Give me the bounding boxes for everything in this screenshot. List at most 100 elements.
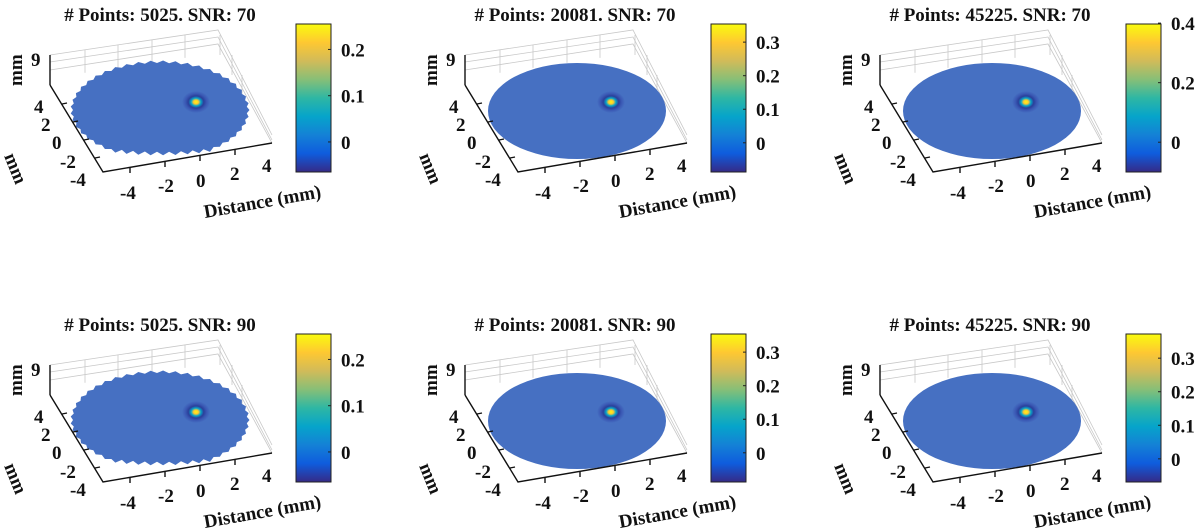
z-tick-label: 9: [446, 50, 456, 71]
grid-line: [464, 36, 688, 141]
grid-lines: [464, 29, 688, 144]
grid-line: [464, 353, 688, 454]
y-axis-label: mm: [415, 150, 446, 187]
y-tick-label: 2: [871, 115, 881, 136]
x-tick-label: -2: [988, 176, 1004, 197]
axis-line: [879, 84, 1103, 173]
colorbar-tick-label: 0.2: [756, 67, 780, 88]
axis-line: [464, 394, 688, 483]
y-tick-label: 2: [456, 425, 466, 446]
surface: [488, 373, 666, 469]
axes: [464, 55, 688, 173]
y-tick-label: 0: [882, 443, 892, 464]
tick: [83, 138, 90, 141]
surface: [903, 63, 1081, 159]
tick: [487, 430, 494, 433]
y-tick-label: -2: [60, 152, 76, 173]
colorbar: [1125, 23, 1162, 173]
grid-line: [49, 346, 273, 451]
z-axis-label: mm: [421, 54, 442, 86]
x-tick-label: 2: [230, 474, 240, 495]
x-axis-label: Distance (mm): [1032, 182, 1153, 220]
peak: [597, 91, 625, 113]
y-axis-label: mm: [830, 460, 861, 497]
axes: [464, 365, 688, 483]
tick: [913, 448, 920, 451]
surface: [70, 370, 250, 466]
z-tick-label: 9: [31, 360, 41, 381]
grid-line: [879, 346, 1103, 451]
colorbar-tick-label: 0.2: [1171, 74, 1195, 95]
x-tick-label: -2: [988, 486, 1004, 507]
peak: [182, 91, 210, 113]
x-tick-label: -4: [120, 183, 136, 204]
peak: [597, 401, 625, 423]
y-tick-label: -2: [60, 462, 76, 483]
grid-line: [464, 29, 688, 136]
x-axis-label: Distance (mm): [202, 492, 323, 530]
tick: [902, 120, 909, 123]
colorbar: [710, 333, 747, 483]
colorbar-tick-label: 0.2: [756, 377, 780, 398]
grid-lines: [464, 339, 688, 454]
z-axis-label: mm: [836, 364, 857, 396]
axes: [49, 365, 273, 483]
x-tick-label: 4: [677, 466, 687, 487]
y-tick-label: -2: [475, 462, 491, 483]
colorbar-tick-label: 0: [756, 444, 766, 465]
peak: [1012, 91, 1040, 113]
grid-line: [49, 36, 273, 141]
y-tick-label: 4: [864, 97, 874, 118]
y-tick-label: 2: [456, 115, 466, 136]
axis-line: [49, 84, 273, 173]
colorbar: [1125, 333, 1162, 483]
x-tick-label: 2: [645, 474, 655, 495]
x-tick-label: 2: [1060, 164, 1070, 185]
y-tick-label: 4: [449, 407, 459, 428]
x-tick-label: 4: [677, 156, 687, 177]
plot-title: # Points: 45225. SNR: 70: [889, 5, 1090, 26]
z-axis-label: mm: [421, 364, 442, 396]
x-tick-label: 0: [611, 171, 621, 192]
tick: [476, 102, 483, 105]
colorbar-tick-label: 0.1: [341, 397, 365, 418]
axis-line: [879, 394, 1103, 483]
y-axis-label: mm: [415, 460, 446, 497]
z-tick-label: 9: [861, 360, 871, 381]
y-tick-label: 2: [41, 115, 51, 136]
tick: [913, 138, 920, 141]
colorbar-tick-label: 0: [341, 443, 351, 464]
tick: [891, 412, 898, 415]
grid-line: [879, 29, 1103, 136]
tick: [94, 156, 101, 159]
grid-line: [49, 29, 273, 136]
colorbar-tick-label: 0: [341, 133, 351, 154]
colorbar-tick-label: 0: [756, 134, 766, 155]
grid-line: [464, 339, 688, 446]
z-tick-label: 9: [446, 360, 456, 381]
surface: [488, 63, 666, 159]
y-axis-label: mm: [830, 150, 861, 187]
axis-line: [464, 84, 688, 173]
y-tick-label: 4: [34, 97, 44, 118]
x-tick-label: 2: [645, 164, 655, 185]
x-tick-label: 4: [1092, 156, 1102, 177]
x-tick-label: 0: [196, 171, 206, 192]
tick: [924, 466, 931, 469]
z-axis-label: mm: [836, 54, 857, 86]
z-tick-label: 9: [861, 50, 871, 71]
x-tick-label: -2: [158, 176, 174, 197]
grid-lines: [879, 339, 1103, 454]
colorbar-tick-label: 0.1: [341, 87, 365, 108]
y-tick-label: -2: [890, 462, 906, 483]
y-tick-label: -2: [475, 152, 491, 173]
colorbar-tick-label: 0.2: [1171, 383, 1195, 404]
x-tick-label: 4: [262, 156, 272, 177]
x-tick-label: -4: [950, 493, 966, 514]
surface: [903, 373, 1081, 469]
